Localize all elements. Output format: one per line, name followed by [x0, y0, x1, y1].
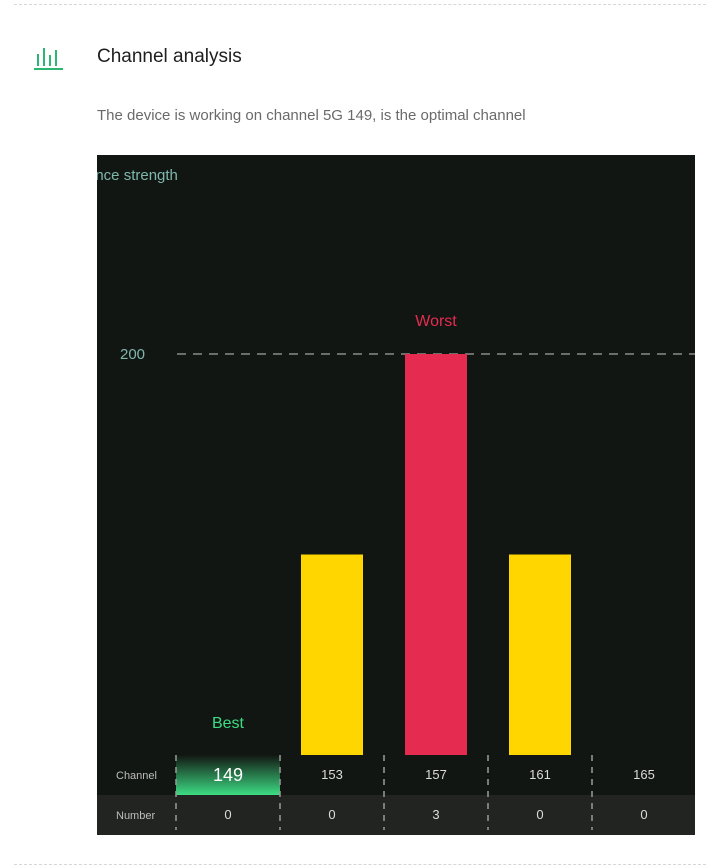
table-cell-number-0: 0 — [224, 807, 231, 822]
bar-157 — [405, 354, 467, 755]
top-divider — [14, 4, 706, 5]
table-row-label-channel: Channel — [116, 770, 157, 782]
reference-line-label: 200 — [120, 346, 145, 363]
channel-chart: ence strength 200 Best Worst Channel 149 15… — [97, 155, 695, 835]
annotation-worst: Worst — [415, 313, 457, 330]
bar-153 — [301, 554, 363, 755]
table-cell-number-2: 3 — [432, 807, 439, 822]
table-number-row-bg — [97, 795, 695, 835]
table-cell-channel-3: 161 — [529, 767, 551, 782]
table-cell-number-3: 0 — [536, 807, 543, 822]
table-cell-channel-0: 149 — [213, 765, 243, 785]
y-axis-label: ence strength — [97, 167, 178, 184]
table-cell-number-1: 0 — [328, 807, 335, 822]
table-cell-channel-2: 157 — [425, 767, 447, 782]
highlight-cell — [176, 755, 280, 795]
bar-161 — [509, 554, 571, 755]
table-cell-channel-1: 153 — [321, 767, 343, 782]
annotation-best: Best — [212, 715, 245, 732]
table-row-label-number: Number — [116, 810, 155, 822]
chart-canvas: ence strength 200 Best Worst Channel 149 15… — [97, 167, 695, 835]
table-cell-channel-4: 165 — [633, 767, 655, 782]
section-description: The device is working on channel 5G 149,… — [97, 107, 526, 124]
bar-chart-icon — [34, 48, 63, 70]
bottom-divider — [14, 864, 706, 865]
table-cell-number-4: 0 — [640, 807, 647, 822]
section-title: Channel analysis — [97, 46, 242, 67]
